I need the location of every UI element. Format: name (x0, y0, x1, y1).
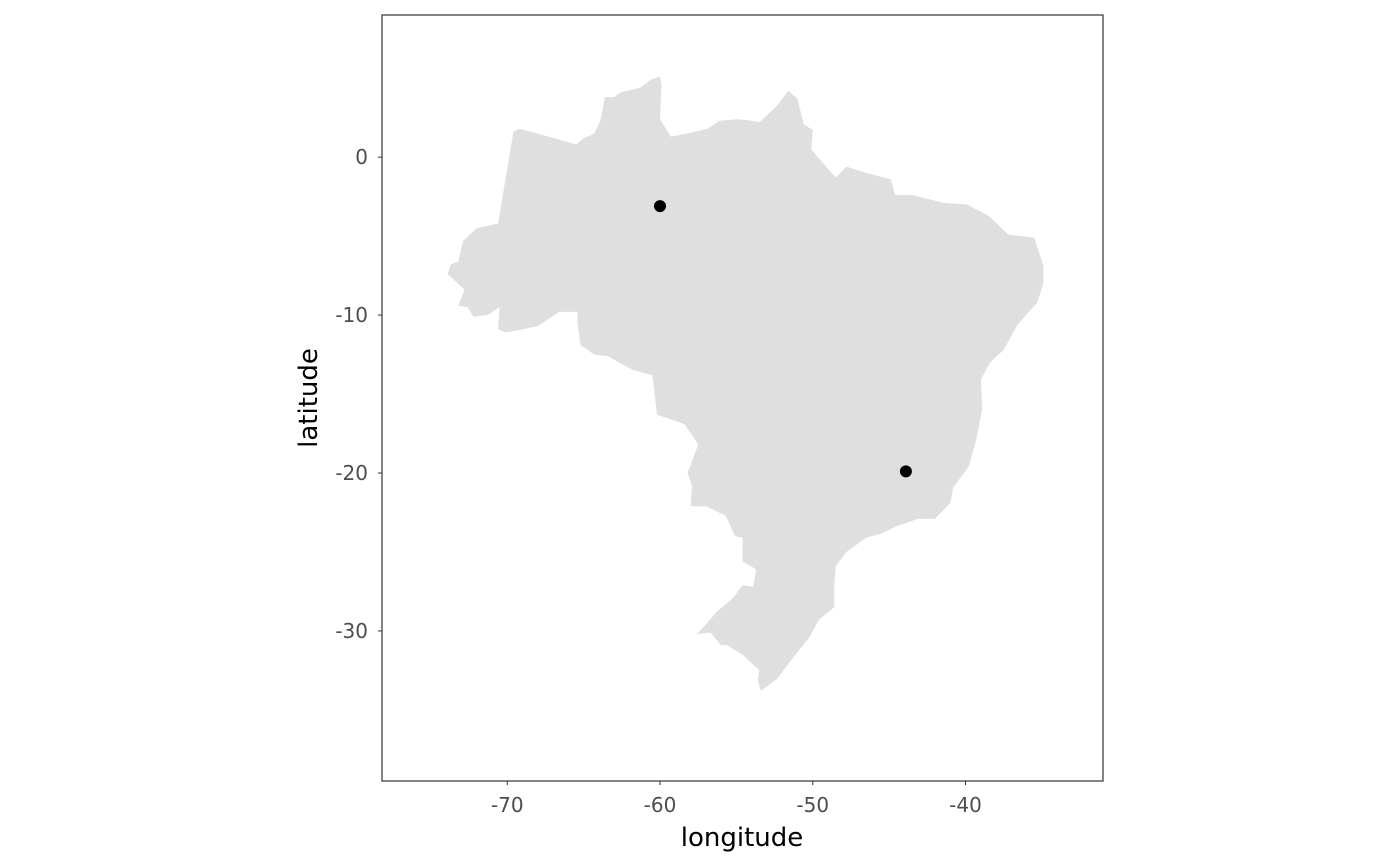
x-tick-label: -50 (796, 793, 829, 817)
y-tick-label: -30 (335, 619, 368, 643)
y-tick-label: 0 (355, 145, 368, 169)
y-axis: 0 -10 -20 -30 (335, 145, 382, 643)
location-point-2 (899, 465, 912, 478)
x-axis-title: longitude (681, 823, 804, 853)
brazil-landmass (447, 76, 1044, 692)
x-tick-label: -70 (491, 793, 524, 817)
location-point-1 (654, 200, 666, 213)
map-panel (381, 14, 1104, 782)
y-tick-label: -20 (335, 461, 368, 485)
y-tick-label: -10 (335, 303, 368, 327)
x-tick-label: -60 (644, 793, 677, 817)
point-layer (654, 200, 912, 478)
panel-border (381, 14, 1104, 782)
y-axis-title: latitude (294, 348, 324, 448)
x-axis: -70 -60 -50 -40 (491, 781, 982, 817)
x-tick-label: -40 (949, 793, 982, 817)
